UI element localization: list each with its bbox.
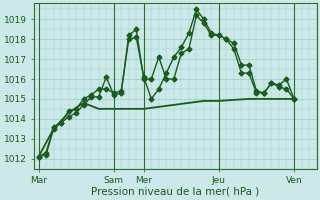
X-axis label: Pression niveau de la mer( hPa ): Pression niveau de la mer( hPa ) <box>91 187 260 197</box>
